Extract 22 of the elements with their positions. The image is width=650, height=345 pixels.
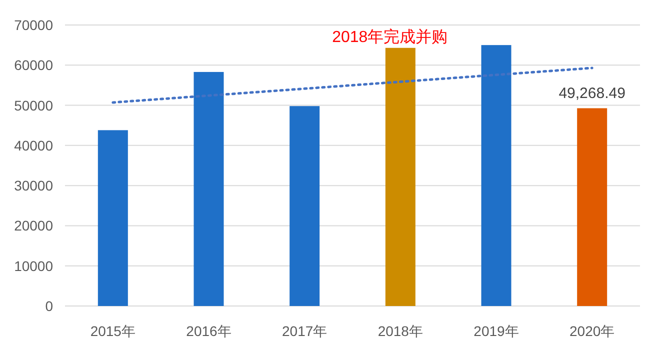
x-tick-label: 2015年 xyxy=(90,323,136,339)
y-tick-label: 10000 xyxy=(14,258,54,274)
y-tick-label: 60000 xyxy=(14,57,54,74)
y-tick-label: 0 xyxy=(45,298,54,314)
bar xyxy=(98,130,128,306)
y-tick-label: 20000 xyxy=(14,218,54,234)
bar xyxy=(194,72,224,306)
x-tick-label: 2020年 xyxy=(570,323,615,339)
y-tick-label: 30000 xyxy=(14,178,54,194)
x-tick-label: 2016年 xyxy=(186,323,232,339)
data-label: 49,268.49 xyxy=(558,85,626,102)
bar xyxy=(385,48,416,306)
y-tick-label: 40000 xyxy=(14,137,54,154)
annotation: 2018年完成并购 xyxy=(332,28,448,46)
y-tick-label: 70000 xyxy=(14,17,54,33)
x-tick-label: 2018年 xyxy=(378,323,423,339)
y-tick-label: 50000 xyxy=(14,97,54,114)
bar xyxy=(577,108,608,306)
x-tick-label: 2019年 xyxy=(474,323,519,339)
x-tick-label: 2017年 xyxy=(282,323,328,339)
bar xyxy=(481,45,512,306)
bar xyxy=(290,106,320,306)
